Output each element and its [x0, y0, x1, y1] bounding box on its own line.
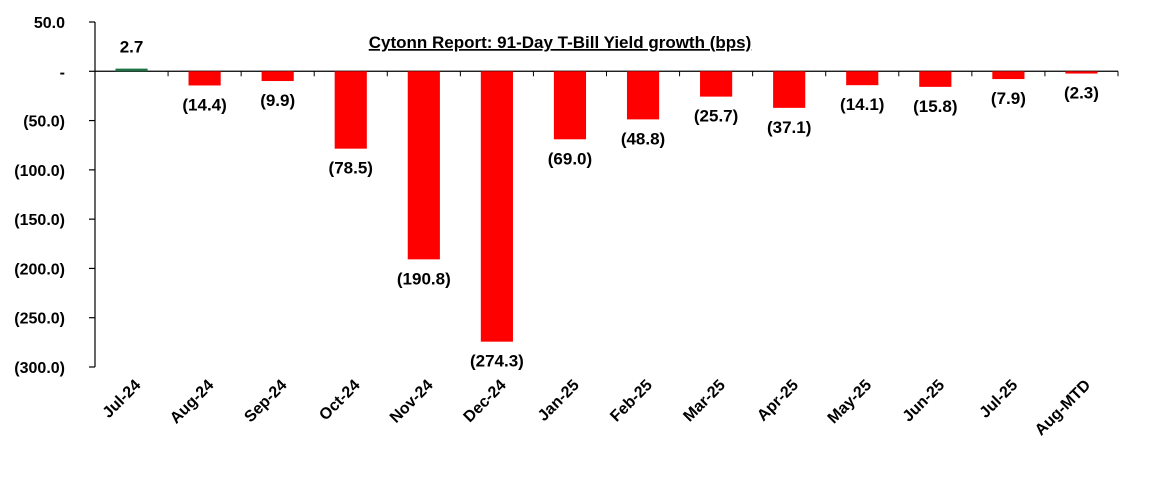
data-label: 2.7 [120, 38, 144, 57]
bar [992, 71, 1025, 80]
bar [626, 71, 660, 120]
bar [115, 68, 148, 72]
y-tick-label: (50.0) [23, 114, 65, 131]
bar [480, 71, 513, 342]
y-tick-label: - [60, 64, 65, 81]
y-tick-label: (150.0) [14, 212, 65, 229]
data-label: (9.9) [260, 91, 295, 110]
labels-layer: 2.7 Jul-24 (14.4) Aug-24 (9.9) Sep-24 (78.5) Oc… [100, 38, 1099, 439]
data-label: (14.1) [840, 95, 884, 114]
bar [553, 71, 587, 140]
bar [1065, 71, 1098, 74]
x-tick-label: Apr-25 [754, 377, 802, 425]
y-tick-label: (100.0) [14, 163, 65, 180]
x-tick-label: Jul-25 [976, 377, 1021, 422]
x-tick-label: Mar-25 [680, 377, 729, 426]
x-tick-label: Jun-25 [900, 377, 949, 426]
chart-title: Cytonn Report: 91-Day T-Bill Yield growt… [369, 33, 752, 52]
y-tick-label: 50.0 [34, 15, 65, 32]
bar [188, 71, 221, 86]
data-label: (7.9) [991, 89, 1026, 108]
x-tick-label: Aug-24 [167, 377, 217, 427]
y-tick-label: (300.0) [14, 360, 65, 377]
x-tick-label: Jul-24 [100, 377, 145, 422]
data-label: (14.4) [182, 95, 226, 114]
data-label: (37.1) [767, 118, 811, 137]
data-label: (2.3) [1064, 84, 1099, 103]
data-label: (78.5) [329, 159, 373, 178]
data-label: (69.0) [548, 149, 592, 168]
bar [334, 71, 367, 149]
bar [261, 71, 294, 82]
x-tick-label: Aug-MTD [1032, 377, 1094, 439]
bars-layer [115, 68, 1098, 342]
x-tick-label: Nov-24 [387, 377, 437, 427]
axes-layer: 50.0 - (50.0) (100.0) (150.0) (200.0) (250.0) (… [14, 15, 1119, 377]
data-label: (48.8) [621, 129, 665, 148]
bar [700, 71, 733, 97]
bar [773, 71, 806, 108]
y-tick-label: (200.0) [14, 261, 65, 278]
data-label: (190.8) [397, 269, 451, 288]
data-label: (274.3) [470, 352, 524, 371]
x-tick-label: Sep-24 [241, 377, 290, 426]
data-label: (15.8) [913, 97, 957, 116]
bar [407, 71, 440, 260]
bar [919, 71, 952, 87]
x-tick-label: Jan-25 [535, 377, 583, 425]
data-label: (25.7) [694, 107, 738, 126]
x-tick-label: Dec-24 [461, 377, 510, 426]
x-tick-label: Oct-24 [316, 377, 363, 424]
y-tick-label: (250.0) [14, 311, 65, 328]
x-tick-label: Feb-25 [607, 377, 656, 426]
bar [846, 71, 879, 86]
x-tick-label: May-25 [825, 377, 875, 427]
